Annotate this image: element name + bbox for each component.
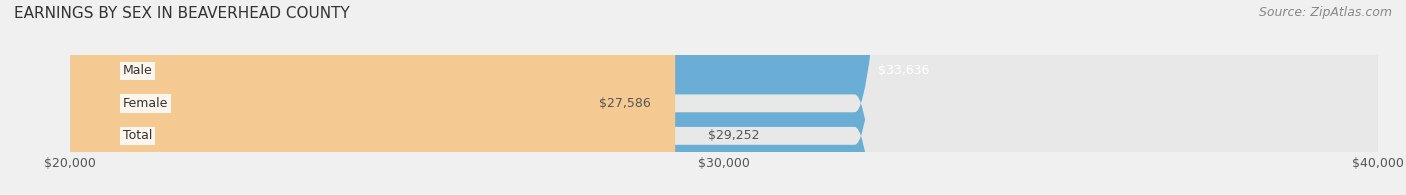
FancyBboxPatch shape [70, 0, 675, 195]
Text: Male: Male [122, 64, 152, 77]
Text: Source: ZipAtlas.com: Source: ZipAtlas.com [1258, 6, 1392, 19]
Text: Female: Female [122, 97, 167, 110]
FancyBboxPatch shape [70, 0, 1378, 195]
Text: $29,252: $29,252 [707, 129, 759, 142]
FancyBboxPatch shape [70, 0, 1378, 195]
Text: Total: Total [122, 129, 152, 142]
FancyBboxPatch shape [70, 0, 962, 195]
FancyBboxPatch shape [44, 0, 593, 195]
FancyBboxPatch shape [70, 0, 1378, 195]
Text: $27,586: $27,586 [599, 97, 651, 110]
Text: $33,636: $33,636 [877, 64, 929, 77]
Text: EARNINGS BY SEX IN BEAVERHEAD COUNTY: EARNINGS BY SEX IN BEAVERHEAD COUNTY [14, 6, 350, 21]
